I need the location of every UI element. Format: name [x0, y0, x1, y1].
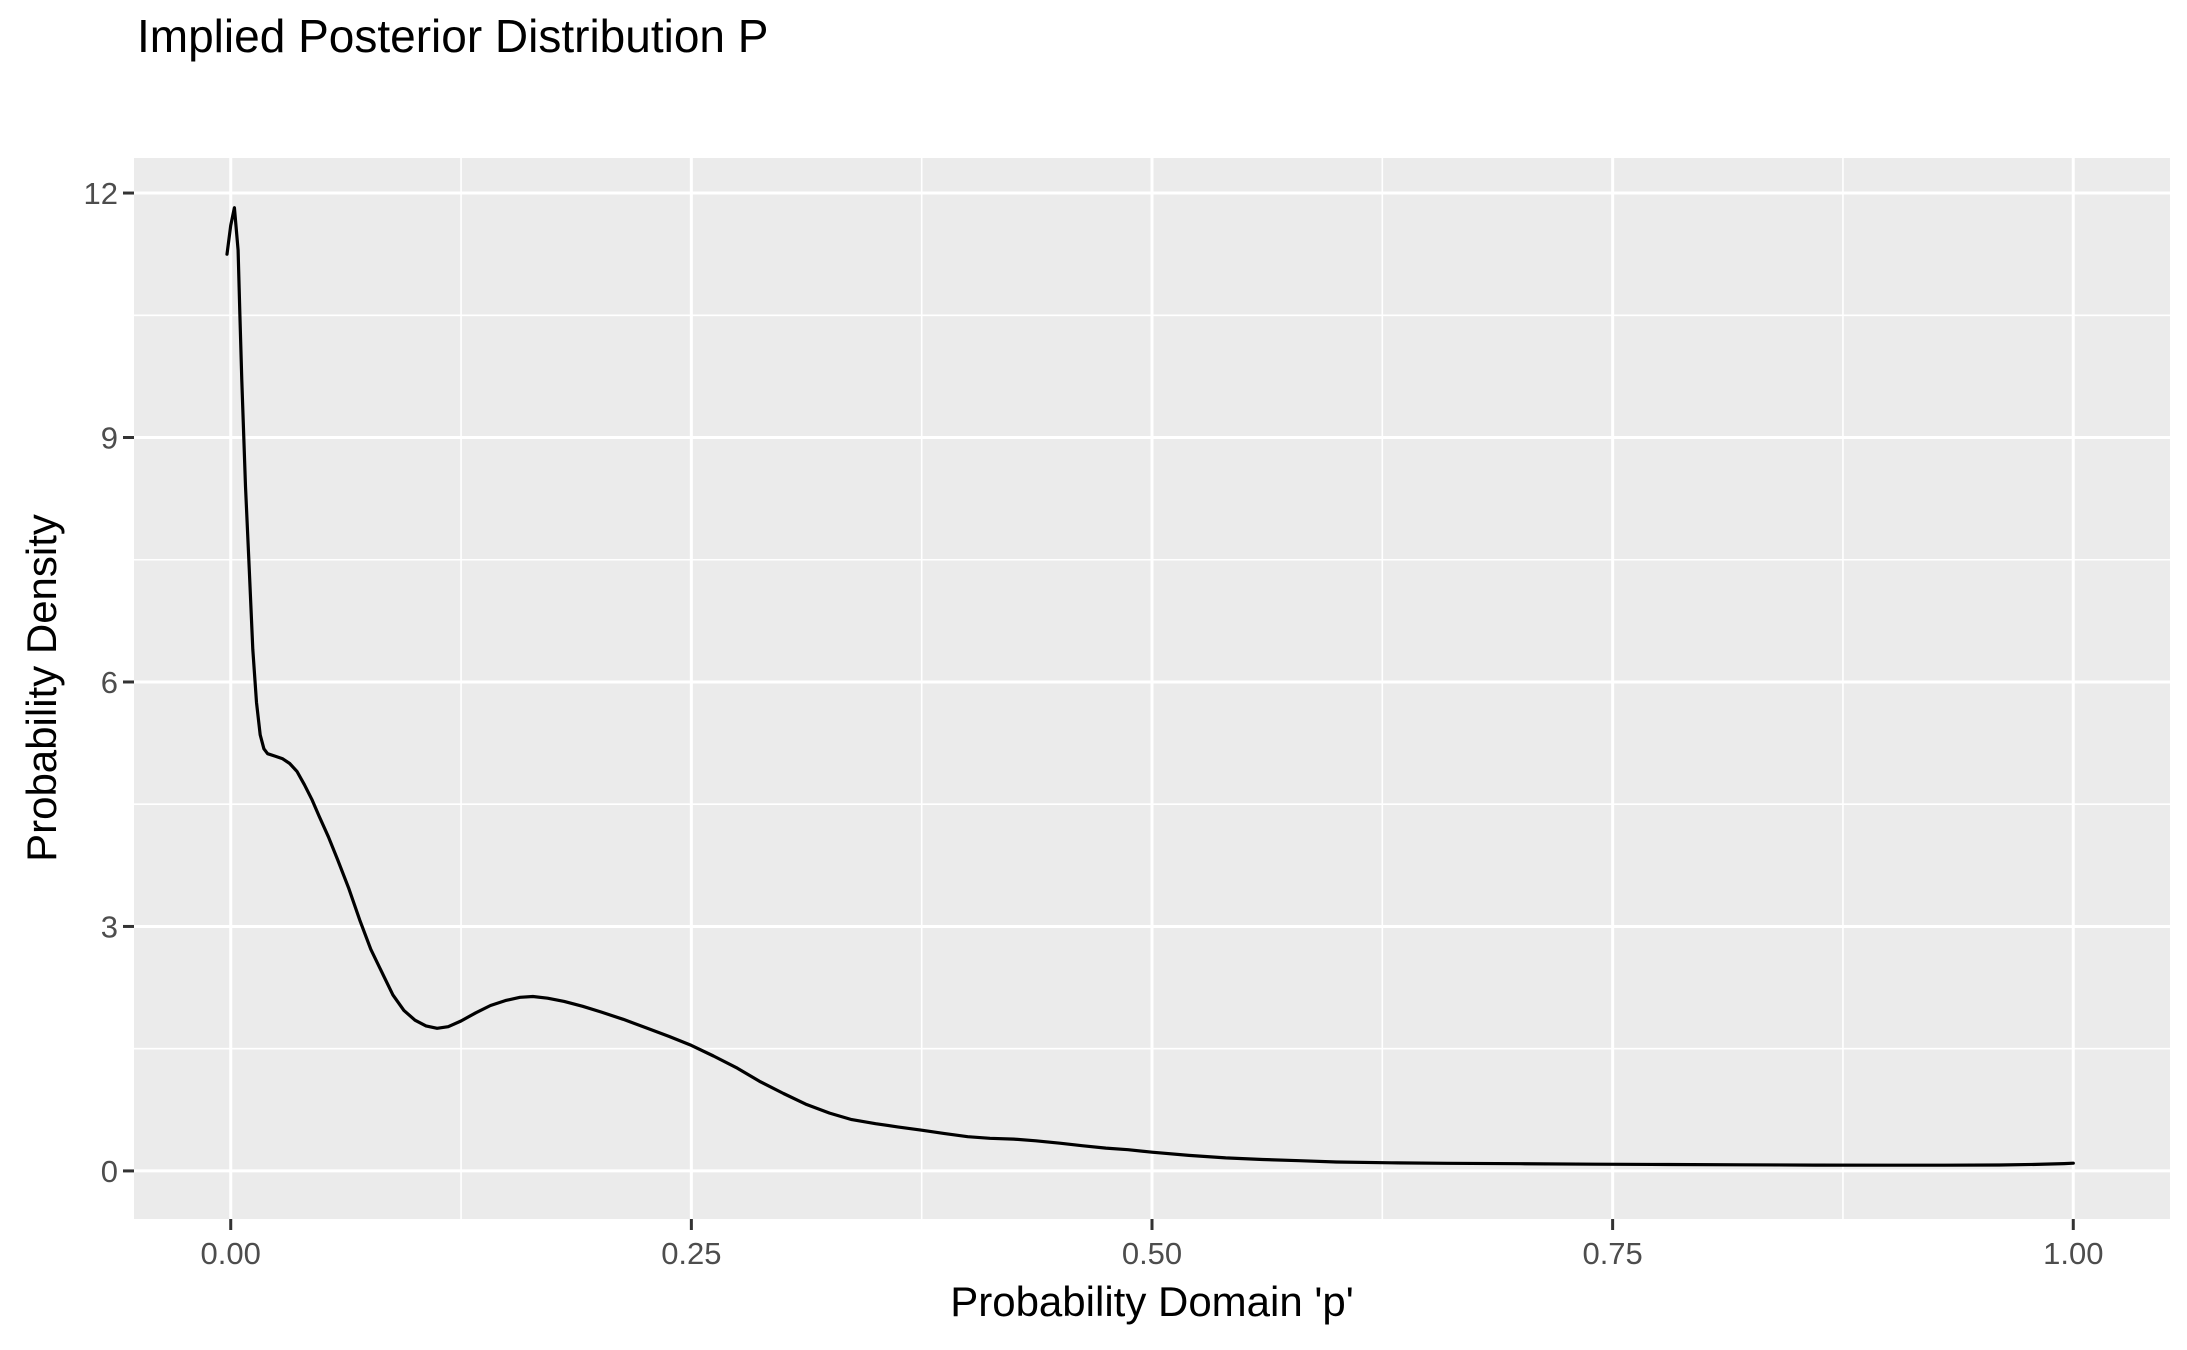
y-tick-label: 0: [101, 1154, 118, 1189]
y-tick-label: 9: [101, 421, 118, 456]
plot-title: Implied Posterior Distribution P: [137, 10, 769, 62]
x-tick-label: 0.75: [1582, 1236, 1642, 1271]
y-tick-label: 12: [84, 176, 118, 211]
y-axis-title: Probability Density: [18, 514, 65, 862]
x-tick-label: 0.25: [661, 1236, 721, 1271]
x-tick-label: 0.00: [201, 1236, 261, 1271]
x-tick-label: 1.00: [2043, 1236, 2103, 1271]
y-tick-label: 6: [101, 665, 118, 700]
x-axis-title: Probability Domain 'p': [950, 1278, 1354, 1325]
y-tick-label: 3: [101, 909, 118, 944]
x-tick-label: 0.50: [1122, 1236, 1182, 1271]
posterior-density-curve: [225, 206, 2075, 1167]
